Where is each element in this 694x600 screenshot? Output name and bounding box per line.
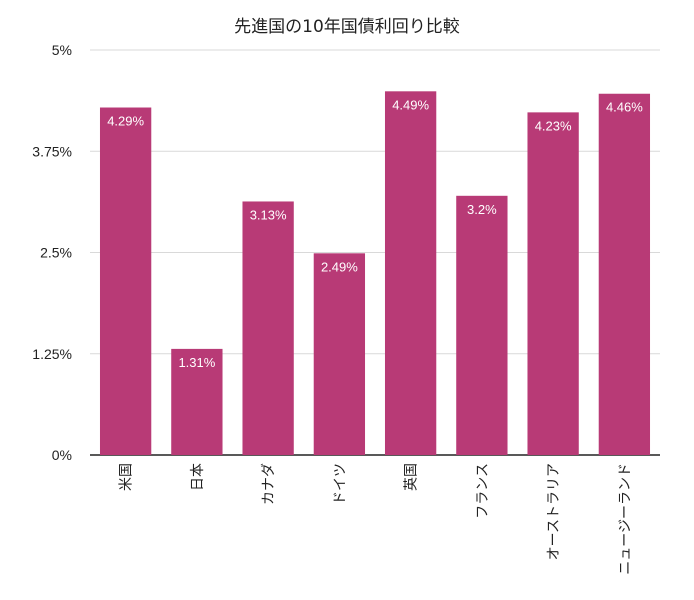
x-category-label: 英国: [403, 463, 420, 491]
x-category-label: カナダ: [261, 463, 277, 505]
bar: [242, 201, 294, 455]
y-tick-label: 1.25%: [32, 346, 72, 362]
bar: [313, 253, 366, 455]
x-category-label: 米国: [119, 463, 135, 491]
bar: [598, 93, 651, 456]
bar-data-label: 1.31%: [178, 355, 215, 370]
bar: [456, 195, 508, 456]
bar-data-label: 4.49%: [392, 97, 429, 112]
x-category-label: 日本: [190, 463, 206, 491]
bar: [527, 112, 579, 456]
bar-data-label: 3.2%: [467, 202, 497, 217]
x-category-label: オーストラリア: [546, 463, 562, 560]
bar-data-label: 4.46%: [606, 100, 643, 115]
bar-data-label: 3.13%: [250, 207, 287, 222]
x-category-label: ドイツ: [332, 463, 348, 505]
bar: [384, 91, 437, 455]
y-tick-label: 0%: [52, 447, 72, 463]
y-tick-label: 3.75%: [32, 143, 72, 159]
y-tick-label: 2.5%: [40, 245, 72, 261]
bar-data-label: 4.23%: [535, 118, 572, 133]
chart-title: 先進国の10年国債利回り比較: [234, 17, 460, 37]
bar: [171, 348, 223, 455]
x-category-label: フランス: [475, 463, 491, 519]
x-category-label: ニュージーランド: [617, 463, 633, 575]
bar-data-label: 4.29%: [107, 114, 144, 129]
bar-data-label: 2.49%: [321, 259, 358, 274]
bar: [99, 107, 152, 455]
y-tick-label: 5%: [52, 42, 72, 58]
